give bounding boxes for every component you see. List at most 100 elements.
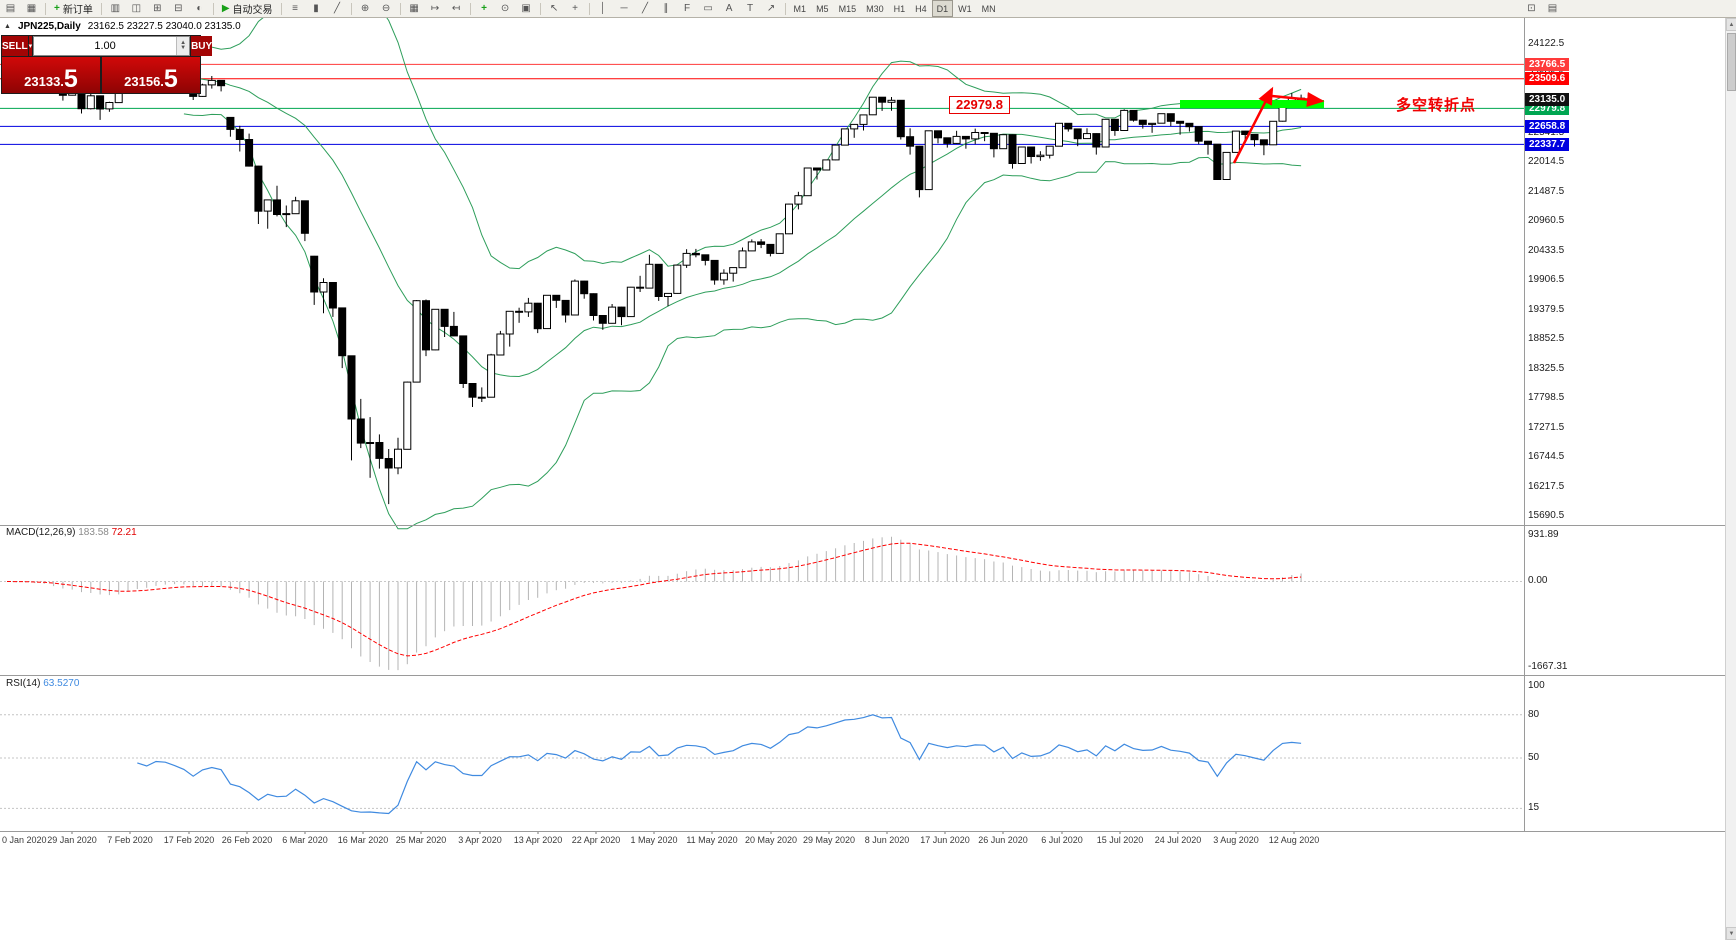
data-window-icon[interactable]: ◫ bbox=[126, 1, 147, 16]
timeframe-mn[interactable]: MN bbox=[981, 3, 996, 14]
equidistant-channel-icon[interactable]: ∥ bbox=[656, 1, 677, 16]
zoom-in-icon[interactable]: ⊕ bbox=[355, 1, 376, 16]
candle-body bbox=[775, 233, 784, 254]
arrow-tools-icon[interactable]: ↗ bbox=[761, 1, 782, 16]
candle-body bbox=[487, 354, 496, 398]
timeframe-m1[interactable]: M1 bbox=[793, 3, 807, 14]
text-icon[interactable]: A bbox=[719, 1, 740, 16]
candle-body bbox=[459, 335, 468, 384]
new-order-button[interactable]: + 新订单 bbox=[49, 1, 98, 16]
x-axis-label: 13 Apr 2020 bbox=[513, 835, 563, 845]
spinner-down-icon[interactable]: ▼ bbox=[180, 45, 187, 51]
bar-chart-icon: ≡ bbox=[292, 3, 298, 14]
chart-shift-icon[interactable]: ↤ bbox=[446, 1, 467, 16]
rsi-panel-separator[interactable] bbox=[0, 675, 1736, 676]
candle-body bbox=[859, 114, 868, 125]
toolbar-separator bbox=[100, 2, 102, 15]
candle-body bbox=[1231, 130, 1240, 153]
buy-button[interactable]: BUY bbox=[191, 36, 213, 56]
sell-price-button[interactable]: 23133. 5 bbox=[2, 57, 100, 93]
lot-spinner[interactable]: ▲ ▼ bbox=[176, 37, 190, 55]
timeframe-h4[interactable]: H4 bbox=[915, 3, 927, 14]
new-chart-icon[interactable]: ▤ bbox=[0, 1, 21, 16]
candle-body bbox=[245, 139, 254, 167]
crosshair-icon[interactable]: + bbox=[565, 1, 586, 16]
trend-arrow bbox=[1232, 86, 1274, 164]
templates-icon[interactable]: ▣ bbox=[516, 1, 537, 16]
candle-body bbox=[1185, 122, 1194, 128]
auto-scroll-icon[interactable]: ↦ bbox=[425, 1, 446, 16]
chart-shift-icon: ↤ bbox=[451, 3, 461, 14]
horizontal-line-icon[interactable]: ─ bbox=[614, 1, 635, 16]
candlestick-chart-icon[interactable]: ▮ bbox=[306, 1, 327, 16]
chart-profiles-icon[interactable]: ▦ bbox=[21, 1, 42, 16]
spinner-up-icon[interactable]: ▲ bbox=[180, 40, 187, 46]
macd-panel-separator[interactable] bbox=[0, 525, 1736, 526]
y-axis-label: 15690.5 bbox=[1528, 510, 1565, 521]
navigator-icon[interactable]: ⊞ bbox=[147, 1, 168, 16]
periods-icon[interactable]: ⊙ bbox=[495, 1, 516, 16]
timeframe-m5[interactable]: M5 bbox=[816, 3, 829, 14]
one-click-trading-panel: SELL ▾ ▲▼ BUY 23133.5 23156.5 bbox=[1, 35, 213, 94]
timeframe-h1[interactable]: H1 bbox=[893, 3, 906, 14]
vertical-scrollbar[interactable]: ▲ ▼ bbox=[1725, 18, 1736, 940]
line-chart-icon[interactable]: ╱ bbox=[327, 1, 348, 16]
main-chart-canvas[interactable] bbox=[0, 0, 1524, 940]
timeframe-m30[interactable]: M30 bbox=[866, 3, 884, 14]
window-list-icon[interactable]: ▤ bbox=[1547, 3, 1558, 14]
market-watch-icon[interactable]: ▥ bbox=[105, 1, 126, 16]
add-indicator-icon[interactable]: + bbox=[474, 1, 495, 16]
macd-label: MACD(12,26,9) 183.58 72.21 bbox=[6, 527, 137, 538]
shapes-icon[interactable]: ▭ bbox=[698, 1, 719, 16]
candle-body bbox=[356, 418, 365, 444]
candle-body bbox=[1204, 140, 1212, 145]
snapshot-icon[interactable]: ⊡ bbox=[1527, 3, 1536, 14]
candle-body bbox=[1017, 146, 1026, 164]
data-window-icon: ◫ bbox=[131, 3, 142, 14]
x-axis-label: 3 Aug 2020 bbox=[1213, 835, 1259, 845]
order-type-dropdown[interactable]: ▾ bbox=[28, 36, 33, 56]
sell-button[interactable]: SELL bbox=[2, 36, 28, 56]
strategy-tester-icon[interactable]: ◐ bbox=[189, 1, 210, 16]
toolbar: ▤ ▦ + 新订单 ▥ ◫ ⊞ ⊟ ◐ ▶ 自动交易 ≡ ▮ ╱ ⊕ ⊖ ▦ ↦ ↤ + ⊙ ▣ ↖ + │ ─ ╱ ∥ F ▭ A T ↗ M… bbox=[0, 0, 1736, 18]
vertical-line-icon[interactable]: │ bbox=[593, 1, 614, 16]
scrollbar-thumb[interactable] bbox=[1727, 33, 1736, 91]
x-axis-label: 25 Mar 2020 bbox=[395, 835, 447, 845]
y-axis-label: 17798.5 bbox=[1528, 392, 1565, 403]
candle-body bbox=[505, 310, 514, 335]
text-icon: A bbox=[725, 3, 733, 14]
terminal-icon[interactable]: ⊟ bbox=[168, 1, 189, 16]
trendline-icon[interactable]: ╱ bbox=[635, 1, 656, 16]
x-axis-label: 22 Apr 2020 bbox=[571, 835, 621, 845]
timeframe-w1[interactable]: W1 bbox=[958, 3, 972, 14]
one-click-collapse-icon[interactable]: ▲ bbox=[4, 23, 11, 30]
candle-body bbox=[617, 306, 626, 318]
zoom-out-icon: ⊖ bbox=[381, 3, 391, 14]
fibonacci-icon[interactable]: F bbox=[677, 1, 698, 16]
candle-body bbox=[896, 99, 905, 138]
cursor-icon[interactable]: ↖ bbox=[544, 1, 565, 16]
timeframe-m15[interactable]: M15 bbox=[838, 3, 857, 14]
candle-body bbox=[934, 130, 942, 139]
buy-price-button[interactable]: 23156. 5 bbox=[102, 57, 200, 93]
candle-body bbox=[1073, 128, 1082, 140]
x-axis-label: 29 Jan 2020 bbox=[47, 835, 97, 845]
text-label-icon[interactable]: T bbox=[740, 1, 761, 16]
tile-windows-icon[interactable]: ▦ bbox=[404, 1, 425, 16]
bar-chart-icon[interactable]: ≡ bbox=[285, 1, 306, 16]
candle-body bbox=[682, 252, 691, 266]
x-axis-label: 26 Jun 2020 bbox=[978, 835, 1028, 845]
zoom-out-icon[interactable]: ⊖ bbox=[376, 1, 397, 16]
scroll-up-button[interactable]: ▲ bbox=[1726, 18, 1736, 31]
candle-body bbox=[366, 442, 375, 444]
candle-body bbox=[691, 252, 700, 256]
candle-body bbox=[347, 355, 356, 420]
candle-body bbox=[924, 130, 933, 191]
x-axis-label: 7 Feb 2020 bbox=[107, 835, 153, 845]
lot-size-input[interactable] bbox=[34, 37, 177, 55]
autotrading-button[interactable]: ▶ 自动交易 bbox=[217, 1, 278, 16]
scroll-down-button[interactable]: ▼ bbox=[1726, 927, 1736, 940]
timeframe-toolbar: M1 M5 M15 M30 H1 H4 D1 W1 MN bbox=[789, 0, 1001, 17]
timeframe-d1[interactable]: D1 bbox=[931, 0, 954, 17]
rsi-line bbox=[137, 714, 1302, 815]
